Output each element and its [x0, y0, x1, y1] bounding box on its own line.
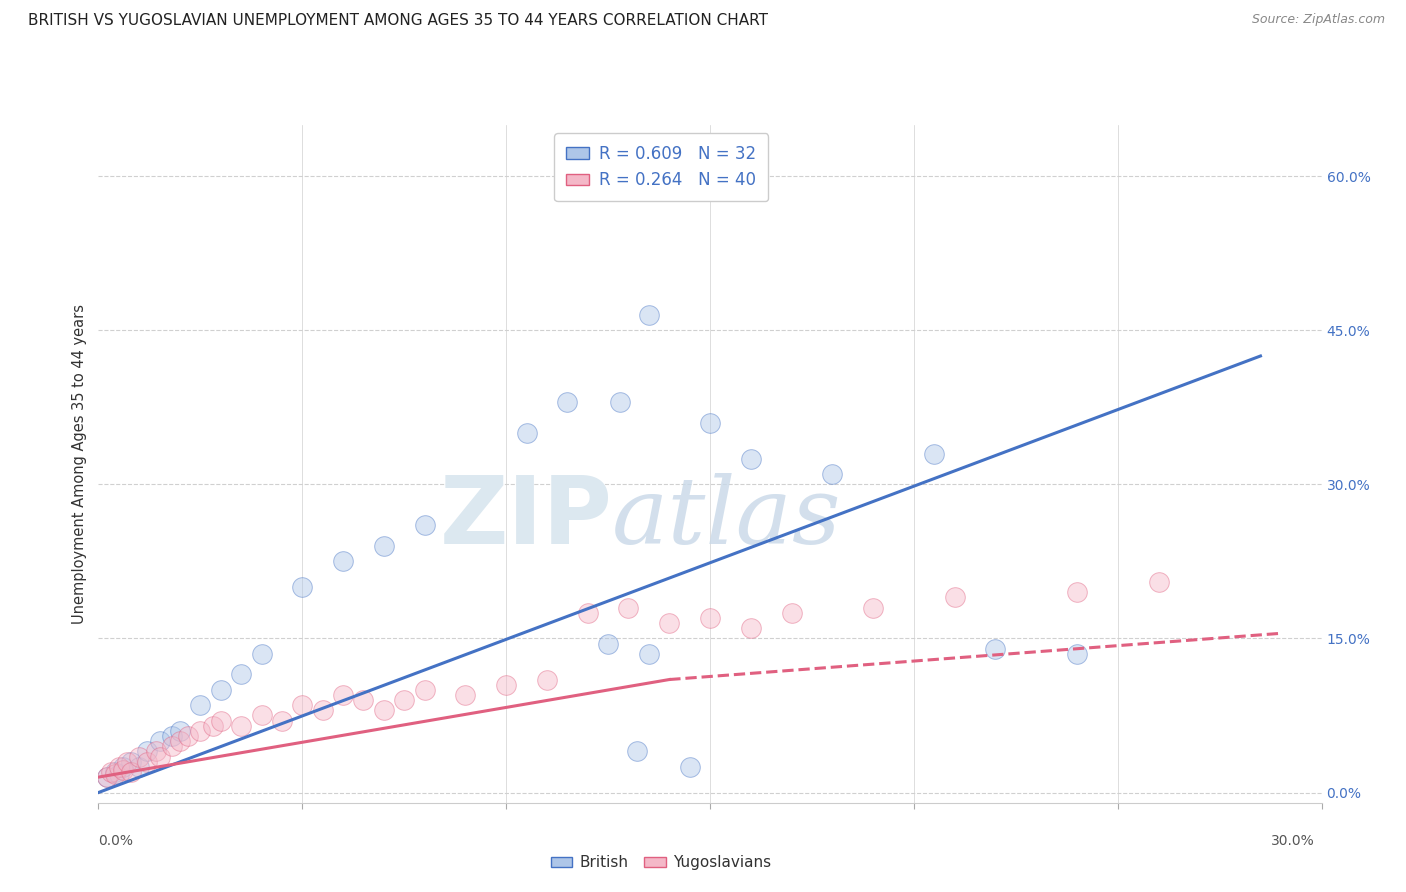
Text: atlas: atlas — [612, 473, 842, 563]
Point — [201, 719, 224, 733]
Point — [392, 693, 416, 707]
Point — [332, 688, 354, 702]
Point — [984, 641, 1007, 656]
Point — [160, 729, 183, 743]
Point — [111, 763, 134, 777]
Point — [108, 760, 131, 774]
Point — [352, 693, 374, 707]
Point — [373, 703, 395, 717]
Text: Source: ZipAtlas.com: Source: ZipAtlas.com — [1251, 13, 1385, 27]
Point — [96, 770, 118, 784]
Point — [169, 734, 191, 748]
Point — [609, 395, 631, 409]
Point — [149, 749, 172, 764]
Point — [250, 708, 273, 723]
Point — [104, 767, 127, 781]
Point — [136, 755, 159, 769]
Point — [120, 764, 142, 779]
Point — [495, 678, 517, 692]
Point — [638, 647, 661, 661]
Point — [373, 539, 395, 553]
Point — [291, 698, 314, 713]
Point — [270, 714, 294, 728]
Point — [536, 673, 558, 687]
Point — [699, 416, 721, 430]
Point — [679, 760, 702, 774]
Point — [413, 518, 436, 533]
Point — [596, 637, 619, 651]
Point — [96, 770, 118, 784]
Point — [188, 723, 212, 738]
Point — [111, 760, 134, 774]
Point — [413, 682, 436, 697]
Point — [658, 615, 681, 630]
Point — [626, 744, 648, 758]
Point — [128, 760, 150, 774]
Point — [740, 621, 762, 635]
Point — [862, 600, 884, 615]
Point — [231, 719, 253, 733]
Text: 0.0%: 0.0% — [98, 834, 134, 848]
Point — [516, 425, 538, 440]
Point — [821, 467, 844, 482]
Point — [177, 729, 200, 743]
Point — [454, 688, 477, 702]
Point — [250, 647, 273, 661]
Point — [312, 703, 335, 717]
Y-axis label: Unemployment Among Ages 35 to 44 years: Unemployment Among Ages 35 to 44 years — [72, 304, 87, 624]
Point — [617, 600, 640, 615]
Point — [638, 308, 661, 322]
Legend: British, Yugoslavians: British, Yugoslavians — [544, 849, 778, 877]
Text: ZIP: ZIP — [439, 472, 612, 564]
Point — [699, 611, 721, 625]
Point — [231, 667, 253, 681]
Point — [557, 395, 579, 409]
Point — [291, 580, 314, 594]
Point — [145, 744, 167, 758]
Point — [128, 749, 150, 764]
Point — [169, 723, 191, 738]
Point — [209, 682, 232, 697]
Point — [104, 764, 127, 779]
Point — [115, 755, 138, 769]
Point — [149, 734, 172, 748]
Point — [120, 755, 142, 769]
Text: BRITISH VS YUGOSLAVIAN UNEMPLOYMENT AMONG AGES 35 TO 44 YEARS CORRELATION CHART: BRITISH VS YUGOSLAVIAN UNEMPLOYMENT AMON… — [28, 13, 768, 29]
Point — [780, 606, 803, 620]
Point — [943, 591, 966, 605]
Point — [160, 739, 183, 754]
Point — [188, 698, 212, 713]
Point — [209, 714, 232, 728]
Point — [740, 451, 762, 466]
Point — [332, 554, 354, 568]
Point — [108, 767, 131, 781]
Text: 30.0%: 30.0% — [1271, 834, 1315, 848]
Point — [1066, 647, 1088, 661]
Point — [136, 744, 159, 758]
Point — [1066, 585, 1088, 599]
Point — [1147, 574, 1170, 589]
Point — [922, 446, 945, 460]
Point — [576, 606, 599, 620]
Point — [100, 764, 122, 779]
